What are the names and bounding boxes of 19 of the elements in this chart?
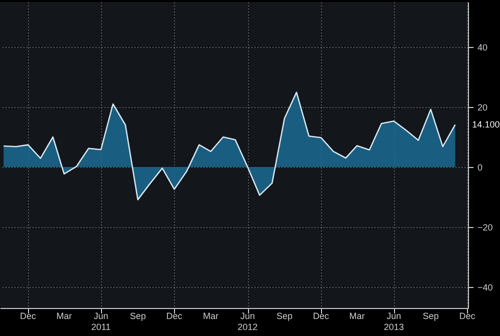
x-tick-label: Mar <box>56 311 72 321</box>
x-tick-label: Dec <box>459 311 476 321</box>
y-tick-label: −20 <box>478 222 493 232</box>
x-tick-label: Dec <box>312 311 330 321</box>
y-tick-label: −40 <box>478 282 493 292</box>
x-tick-label: Sep <box>130 311 146 321</box>
x-tick-label: Sep <box>422 311 439 321</box>
x-tick-label: Jun 2012 <box>238 311 258 332</box>
x-tick-label: Mar <box>203 311 219 321</box>
annotation: 14.100 <box>472 120 500 130</box>
x-tick-label: Jun 2011 <box>91 311 111 332</box>
x-tick-label: Sep <box>276 311 292 321</box>
x-tick-label: Jun 2013 <box>384 311 404 332</box>
y-tick-label: 20 <box>478 102 488 112</box>
y-tick-label: 0 <box>478 162 483 172</box>
x-tick-label: Mar <box>349 311 365 321</box>
y-tick-label: 40 <box>478 42 488 52</box>
x-tick-label: Dec <box>166 311 183 321</box>
x-tick-label: Dec <box>20 311 37 321</box>
